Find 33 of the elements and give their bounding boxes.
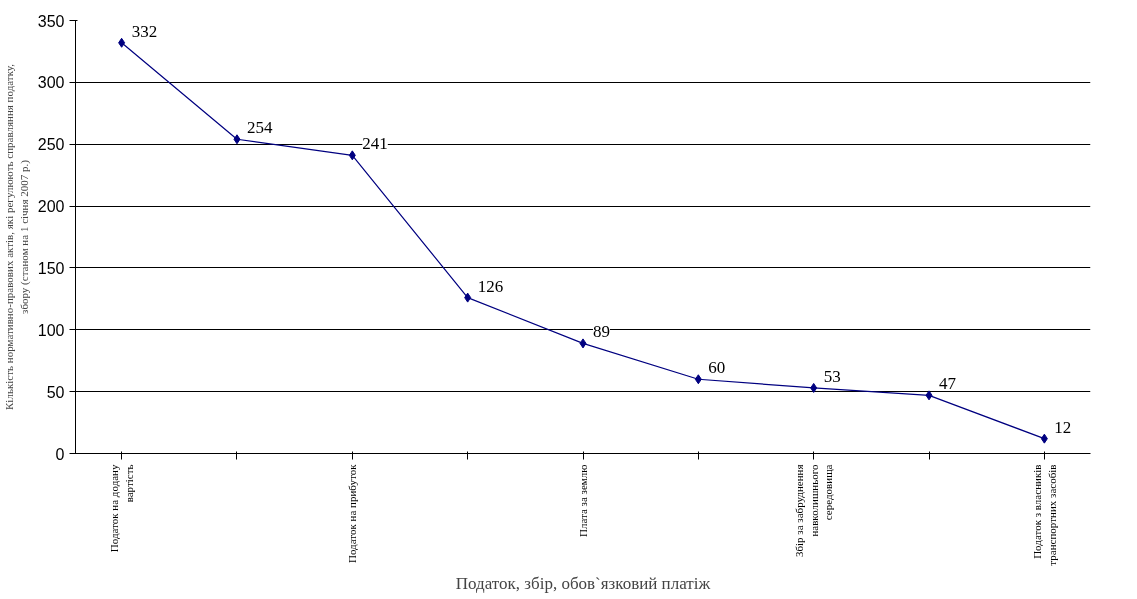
data-label: 332: [131, 21, 158, 41]
data-label: 12: [1054, 417, 1072, 437]
point: [118, 37, 126, 48]
data-label: 89: [593, 322, 610, 342]
y-tick-label: 0: [55, 445, 65, 463]
data-label: 47: [939, 374, 957, 394]
data-label: 60: [708, 358, 726, 378]
point: [348, 150, 356, 161]
data-label: 126: [477, 276, 504, 296]
data-label: 53: [823, 366, 841, 386]
point: [579, 338, 587, 349]
x-tick-label: Податок на прибуток: [346, 463, 359, 564]
y-tick-label: 350: [37, 12, 65, 30]
x-tick-label: Податок на додану вартість: [108, 464, 135, 553]
x-axis-title: Податок, збір, обов`язковий платіж: [455, 573, 711, 593]
x-tick-label: Плата за землю: [577, 464, 589, 537]
x-tick-label: Збір за забруднення навколишнього середовища: [793, 464, 835, 558]
point: [810, 382, 818, 393]
point: [925, 390, 933, 401]
y-tick-label: 50: [46, 383, 65, 401]
point: [233, 134, 241, 145]
data-label: 241: [362, 134, 388, 154]
y-tick-label: 300: [37, 74, 65, 92]
point: [1040, 433, 1048, 444]
point: [694, 374, 702, 385]
y-axis-title: Кількість нормативно-правових актів, які регулюють справляння податку, збору (станом на 1 січня 2007 р.): [3, 63, 31, 410]
data-label: 254: [246, 118, 273, 138]
point: [464, 292, 472, 303]
y-tick-label: 200: [37, 198, 65, 216]
x-tick-label: Податок з власників транспортних засобів: [1031, 464, 1058, 566]
y-tick-label: 250: [37, 136, 65, 154]
y-tick-label: 150: [37, 259, 65, 277]
y-tick-label: 100: [37, 321, 65, 339]
